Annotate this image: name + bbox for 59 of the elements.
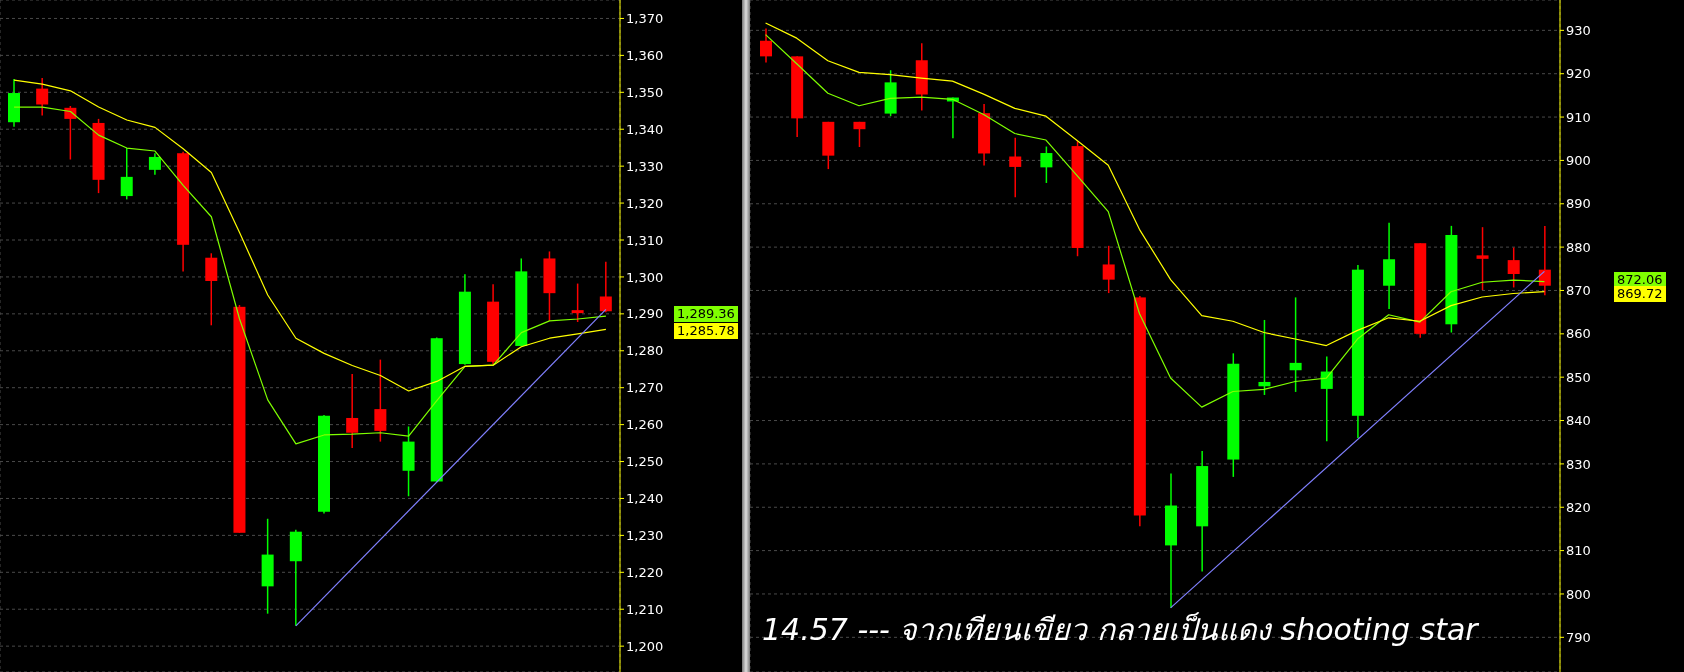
- y-tick-label: 790: [1566, 629, 1591, 645]
- y-tick-label: 1,280: [626, 343, 664, 359]
- candlestick: [346, 373, 359, 449]
- y-tick-label: 880: [1566, 239, 1591, 255]
- candlestick: [120, 147, 133, 201]
- candlestick: [1507, 246, 1520, 289]
- y-tick-label: 800: [1566, 586, 1591, 602]
- text: 14.57 --- จากเทียนเขียว กลายเป็นแดง shooting star: [762, 612, 1478, 648]
- y-tick-label: 1,210: [626, 601, 664, 617]
- y-tick-label: 1,220: [626, 564, 664, 580]
- y-tick-label: 850: [1566, 369, 1591, 385]
- text: 1,285.78: [674, 323, 738, 340]
- y-tick-label: 1,360: [626, 48, 664, 63]
- candlestick: [36, 77, 49, 117]
- y-tick-label: 1,200: [626, 638, 664, 654]
- y-tick-label: 860: [1566, 326, 1591, 342]
- y-tick-label: 920: [1566, 66, 1591, 82]
- y-tick-label: 1,300: [626, 269, 664, 285]
- y-tick-label: 930: [1566, 22, 1591, 38]
- candlestick: [1476, 226, 1489, 291]
- candlestick: [205, 252, 218, 327]
- y-tick-label: 1,250: [626, 454, 664, 470]
- y-tick-label: 1,270: [626, 380, 664, 396]
- y-tick-label: 830: [1566, 456, 1591, 472]
- y-tick-label: 1,310: [626, 232, 664, 248]
- candlestick: [760, 27, 772, 64]
- y-tick-label: 1,340: [626, 121, 664, 137]
- y-tick-label: 1,230: [626, 528, 664, 543]
- text: 869.72: [1614, 285, 1666, 302]
- y-tick-label: 1,350: [626, 84, 664, 100]
- candlestick: [1289, 296, 1302, 393]
- line-series: [764, 22, 1546, 347]
- y-tick-label: 820: [1566, 499, 1591, 515]
- candlestick: [1320, 355, 1333, 443]
- candlestick: [1538, 225, 1551, 296]
- candlestick: [1009, 137, 1022, 199]
- candlestick: [1040, 145, 1053, 184]
- y-tick-label: 810: [1566, 543, 1591, 559]
- y-tick-label: 910: [1566, 109, 1591, 125]
- text: 1,289.36: [674, 306, 738, 323]
- y-tick-label: 1,330: [626, 158, 664, 174]
- candlestick: [1102, 245, 1115, 294]
- y-tick-label: 1,290: [626, 306, 664, 322]
- line-series: [13, 79, 607, 392]
- y-tick-label: 840: [1566, 413, 1591, 429]
- y-tick-label: 1,240: [626, 491, 664, 507]
- y-tick-label: 890: [1566, 196, 1591, 212]
- y-tick-label: 1,320: [626, 195, 664, 211]
- candlestick: [853, 121, 866, 148]
- y-tick-label: 870: [1566, 283, 1591, 299]
- candlestick: [599, 261, 612, 314]
- y-tick-label: 1,370: [626, 11, 664, 27]
- y-tick-label: 1,260: [626, 417, 664, 433]
- candlestick: [1258, 319, 1271, 396]
- text: 872.06: [1614, 271, 1666, 288]
- candlestick: [148, 152, 161, 176]
- candlestick: [571, 282, 584, 323]
- y-tick-label: 900: [1566, 153, 1591, 169]
- candlestick: [374, 358, 387, 443]
